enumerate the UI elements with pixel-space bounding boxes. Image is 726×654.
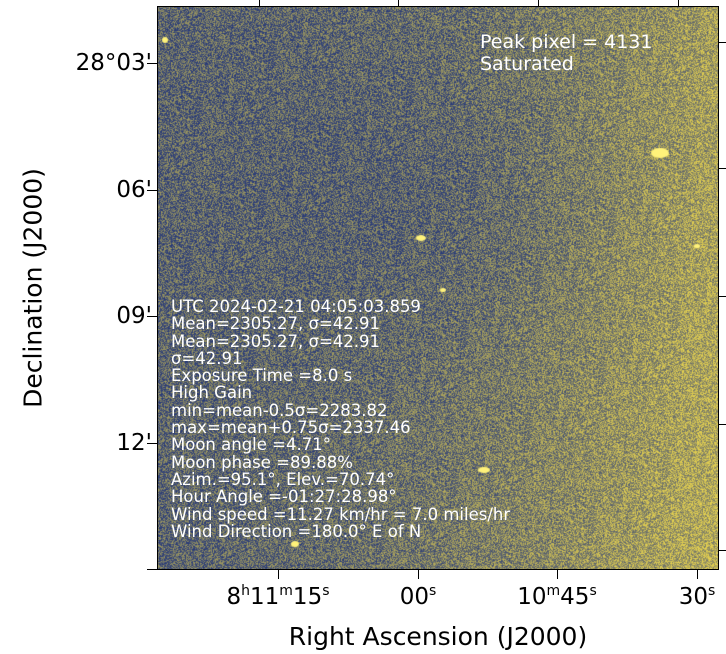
info-line: max=mean+0.75σ=2337.46 (171, 418, 411, 438)
info-line: Moon phase =89.88% (171, 452, 353, 472)
y-axis-label: Declination (J2000) (18, 168, 48, 408)
y-tick (147, 316, 157, 318)
info-line: Wind Direction =180.0° E of N (171, 521, 422, 541)
x-tick-label: 00s (399, 583, 437, 610)
y-tick (147, 190, 157, 192)
x-tick-label: 8h11m15s (226, 583, 330, 610)
x-tick-top (398, 0, 400, 6)
peak-pixel-text: Peak pixel = 4131 (480, 31, 653, 53)
sky-image: Peak pixel = 4131 Saturated UTC 2024-02-… (157, 6, 719, 570)
y-tick-right (719, 42, 726, 44)
y-tick-label: 12' (116, 430, 152, 456)
info-line: Mean=2305.27, σ=42.91 (171, 331, 381, 351)
info-line: Hour Angle =-01:27:28.98° (171, 487, 397, 507)
y-tick-label: 28°03' (75, 50, 152, 76)
info-line: σ=42.91 (171, 348, 243, 368)
y-tick (147, 443, 157, 445)
y-tick-right (719, 550, 726, 552)
saturated-text: Saturated (480, 53, 574, 75)
sky-image-canvas (157, 6, 719, 570)
info-line: min=mean-0.5σ=2283.82 (171, 400, 388, 420)
info-line: Wind speed =11.27 km/hr = 7.0 miles/hr (171, 504, 511, 524)
peak-pixel-annotation: Peak pixel = 4131 Saturated (480, 31, 652, 75)
info-line: UTC 2024-02-21 04:05:03.859 (171, 297, 421, 316)
x-tick-top (538, 0, 540, 6)
info-line: Mean=2305.27, σ=42.91 (171, 314, 381, 334)
y-tick-label: 06' (116, 177, 152, 203)
x-tick-label: 10m45s (517, 583, 597, 610)
y-tick (147, 569, 157, 571)
x-tick-top (259, 0, 261, 6)
y-tick-right (719, 424, 726, 426)
x-tick-top (678, 0, 680, 6)
y-tick-right (719, 296, 726, 298)
info-line: High Gain (171, 383, 253, 403)
info-line: Azim.=95.1°, Elev.=70.74° (171, 469, 395, 489)
info-line: Moon angle =4.71° (171, 435, 331, 455)
x-tick (278, 570, 280, 579)
x-tick (697, 570, 699, 579)
x-tick (418, 570, 420, 579)
y-tick-label: 09' (116, 303, 152, 329)
info-annotation: UTC 2024-02-21 04:05:03.859 Mean=2305.27… (171, 298, 510, 540)
info-line: Exposure Time =8.0 s (171, 366, 353, 386)
x-axis-label: Right Ascension (J2000) (288, 622, 588, 651)
y-tick-right (719, 168, 726, 170)
x-tick-label: 30s (678, 583, 716, 610)
x-tick (557, 570, 559, 579)
y-tick (147, 63, 157, 65)
